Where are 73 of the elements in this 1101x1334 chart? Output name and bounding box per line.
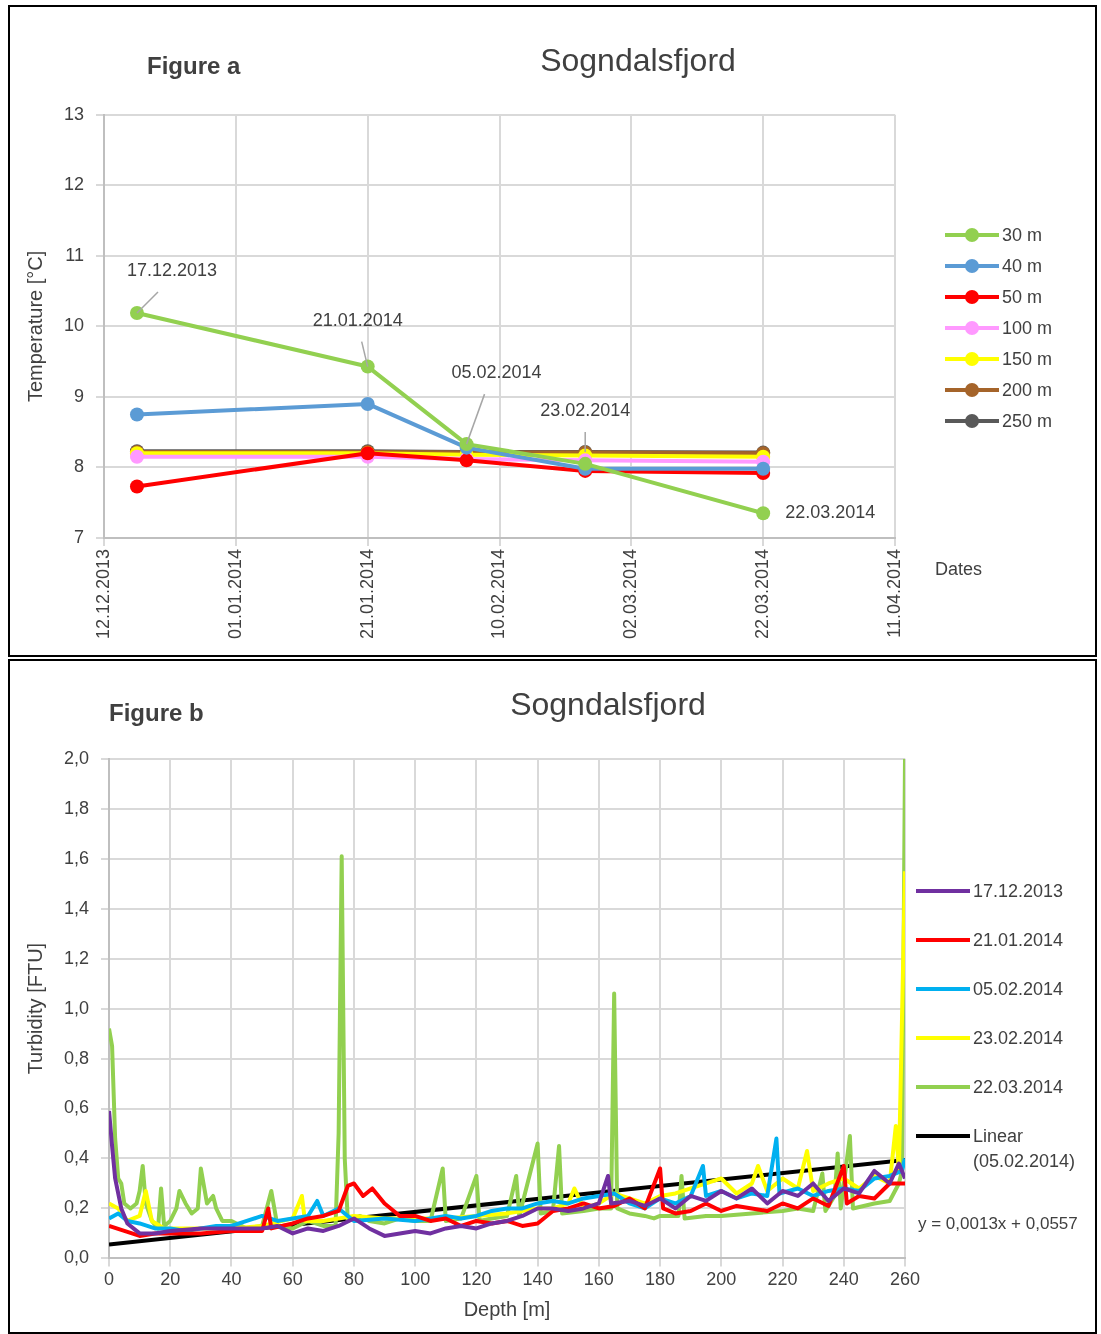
x-tick-label: 80 <box>343 1269 364 1290</box>
point <box>756 461 771 476</box>
legend-label: 100 m <box>1002 317 1053 340</box>
y-tick-label: 11 <box>65 244 85 265</box>
y-tick-label: 0,2 <box>63 1197 90 1218</box>
point <box>129 479 144 494</box>
x-tick-label: 260 <box>889 1269 921 1290</box>
x-axis-title: Depth [m] <box>463 1297 551 1320</box>
x-tick-label: 21.01.2014 <box>356 548 377 640</box>
y-tick-label: 1,0 <box>63 997 90 1018</box>
legend-label: 150 m <box>1002 348 1053 371</box>
x-tick-label: 01.01.2014 <box>224 548 245 640</box>
x-tick-label: 12.12.2013 <box>92 548 113 640</box>
annotation: 22.03.2014 <box>785 502 876 523</box>
x-tick-label: 20 <box>160 1269 181 1290</box>
x-tick-label: 40 <box>221 1269 242 1290</box>
point <box>360 359 375 374</box>
x-tick-label: 22.03.2014 <box>752 548 773 640</box>
x-tick-label: 120 <box>461 1269 492 1290</box>
x-axis-title: Dates <box>935 558 983 579</box>
legend-label: 30 m <box>1002 224 1043 247</box>
legend-label: Linear (05.02.2014) <box>973 1125 1077 1173</box>
x-tick-label: 240 <box>828 1269 859 1290</box>
chart-title: Sogndalsfjord <box>540 42 736 79</box>
y-tick-label: 2,0 <box>63 747 90 768</box>
y-axis-title: Temperature [°C] <box>23 250 46 403</box>
y-tick-label: 8 <box>74 456 85 477</box>
x-tick-label: 10.02.2014 <box>488 548 509 640</box>
y-tick-label: 13 <box>63 103 85 124</box>
legend-label: 200 m <box>1002 379 1053 402</box>
x-tick-label: 100 <box>400 1269 431 1290</box>
y-axis-title: Turbidity [FTU] <box>23 942 46 1075</box>
x-tick-label: 160 <box>583 1269 614 1290</box>
annotation: 21.01.2014 <box>312 309 403 330</box>
x-tick-label: 220 <box>767 1269 798 1290</box>
legend-label: 21.01.2014 <box>973 929 1064 952</box>
annotation: 23.02.2014 <box>540 399 631 420</box>
legend-label: 23.02.2014 <box>973 1027 1064 1050</box>
legend-label: 17.12.2013 <box>973 880 1064 903</box>
annotation: 05.02.2014 <box>451 362 542 383</box>
y-tick-label: 0,8 <box>63 1047 90 1068</box>
y-tick-label: 7 <box>74 526 85 547</box>
y-tick-label: 12 <box>63 174 85 195</box>
y-tick-label: 1,4 <box>63 897 90 918</box>
point <box>756 506 771 521</box>
legend-label: 40 m <box>1002 255 1043 278</box>
chart-subtitle: Figure b <box>109 699 204 727</box>
y-tick-label: 1,6 <box>63 847 90 868</box>
x-tick-label: 11.04.2014 <box>883 548 904 638</box>
legend-label: 22.03.2014 <box>973 1076 1064 1099</box>
point <box>129 407 144 422</box>
chart-title: Sogndalsfjord <box>510 686 706 723</box>
x-tick-label: 02.03.2014 <box>620 548 641 640</box>
y-tick-label: 9 <box>74 385 85 406</box>
x-tick-label: 200 <box>706 1269 737 1290</box>
x-tick-label: 180 <box>645 1269 676 1290</box>
x-tick-label: 60 <box>282 1269 303 1290</box>
y-tick-label: 1,2 <box>63 947 90 968</box>
y-tick-label: 0,0 <box>63 1247 90 1268</box>
legend-label: 05.02.2014 <box>973 978 1064 1001</box>
y-tick-label: 0,6 <box>63 1097 90 1118</box>
y-tick-label: 0,4 <box>63 1147 90 1168</box>
point <box>360 396 375 411</box>
annotation: 17.12.2013 <box>126 259 218 280</box>
point <box>129 305 144 320</box>
chart-subtitle: Figure a <box>147 52 241 80</box>
x-tick-label: 0 <box>104 1269 115 1290</box>
y-tick-label: 10 <box>63 315 85 336</box>
text: y = 0,0013x + 0,0557 <box>918 1214 1078 1234</box>
legend-label: 50 m <box>1002 286 1043 309</box>
y-tick-label: 1,8 <box>63 797 90 818</box>
x-tick-label: 140 <box>522 1269 553 1290</box>
legend-label: 250 m <box>1002 410 1053 433</box>
